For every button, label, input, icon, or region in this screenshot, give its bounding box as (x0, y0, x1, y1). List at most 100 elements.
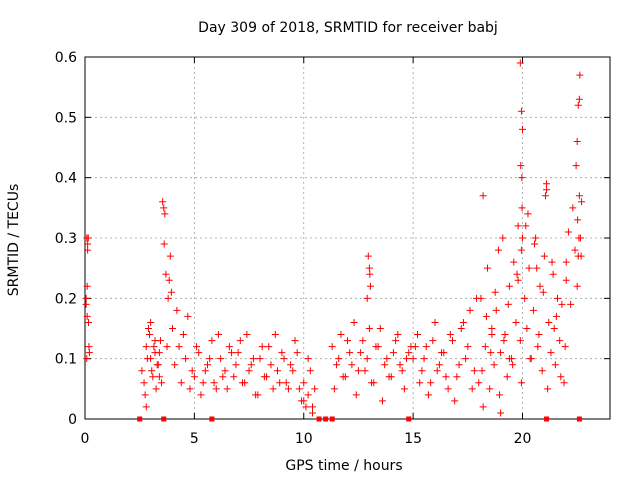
data-point (156, 337, 164, 345)
data-point (500, 337, 508, 345)
data-point (249, 355, 257, 363)
data-point (519, 125, 526, 133)
x-axis-label: GPS time / hours (285, 458, 402, 474)
data-point (481, 343, 489, 351)
data-point (142, 343, 150, 351)
data-point (300, 397, 308, 405)
data-point (427, 379, 435, 387)
data-point (517, 162, 525, 170)
data-point (330, 385, 338, 393)
data-point (387, 373, 395, 381)
data-point (374, 343, 382, 351)
x-tick-label: 20 (514, 431, 532, 447)
data-point (429, 337, 437, 345)
data-point-square (544, 416, 550, 422)
data-point (562, 276, 570, 284)
data-point (381, 361, 389, 369)
data-point (504, 300, 512, 308)
data-point (158, 379, 166, 387)
data-point (558, 300, 566, 308)
data-point (501, 331, 509, 339)
data-point (263, 373, 271, 381)
data-point (494, 246, 502, 254)
axis-ticks: 0 5 10 15 20 0 0.1 0.2 0.3 0.4 0.5 0.6 (55, 50, 610, 447)
data-point (234, 349, 242, 357)
data-point (304, 355, 312, 363)
data-point (512, 318, 520, 326)
data-point (545, 318, 553, 326)
data-point (519, 234, 526, 242)
data-point (560, 379, 568, 387)
data-point (206, 355, 214, 363)
data-point (245, 367, 253, 375)
data-point (554, 294, 561, 302)
data-point (138, 367, 146, 375)
data-point-square (137, 416, 143, 422)
data-point (177, 379, 185, 387)
data-point (396, 361, 404, 369)
y-tick-label: 0.4 (55, 171, 77, 187)
y-tick-label: 0.2 (55, 291, 77, 307)
data-point (217, 355, 225, 363)
data-point (575, 234, 583, 242)
data-point (280, 355, 288, 363)
data-point (300, 379, 308, 387)
data-point (453, 373, 461, 381)
data-point (578, 198, 586, 206)
data-point (529, 306, 537, 314)
data-point (241, 379, 249, 387)
data-point (379, 397, 386, 405)
data-point (514, 222, 522, 230)
data-point (188, 367, 196, 375)
data-point (175, 343, 183, 351)
data-point (365, 264, 373, 272)
data-point (148, 367, 156, 375)
data-point (267, 361, 275, 369)
data-point-square (576, 416, 582, 422)
data-point (567, 300, 575, 308)
chart-title: Day 309 of 2018, SRMTID for receiver bab… (198, 20, 498, 36)
data-point (535, 331, 543, 339)
data-point (302, 403, 310, 411)
data-point (487, 349, 495, 357)
data-point (359, 337, 367, 345)
data-point (394, 331, 402, 339)
data-point (491, 288, 499, 296)
data-point (575, 192, 583, 200)
data-point (551, 361, 559, 369)
data-point (470, 367, 478, 375)
data-point (433, 367, 441, 375)
data-point (525, 264, 533, 272)
data-point (85, 349, 93, 357)
data-point (82, 294, 90, 302)
grid (85, 57, 610, 419)
data-point (392, 337, 400, 345)
data-point (171, 361, 179, 369)
data-point (165, 276, 173, 284)
data-point (505, 282, 513, 290)
data-point (573, 137, 581, 145)
data-point (163, 343, 171, 351)
data-point (155, 373, 163, 381)
data-point (466, 306, 474, 314)
data-point (152, 385, 160, 393)
data-point (311, 385, 319, 393)
data-point (154, 361, 162, 369)
data-point (228, 349, 236, 357)
data-point (510, 258, 518, 266)
data-point (190, 373, 198, 381)
data-point (564, 228, 572, 236)
data-point (539, 288, 547, 296)
data-point (169, 325, 176, 332)
data-point (166, 252, 174, 260)
y-tick-label: 0 (68, 412, 77, 428)
data-point (223, 385, 231, 393)
data-point (236, 337, 244, 345)
data-point (182, 355, 190, 363)
x-tick-label: 10 (295, 431, 313, 447)
data-point (459, 318, 467, 326)
data-point (344, 337, 351, 345)
data-point (548, 258, 556, 266)
data-point (400, 385, 408, 393)
data-point (541, 192, 549, 200)
